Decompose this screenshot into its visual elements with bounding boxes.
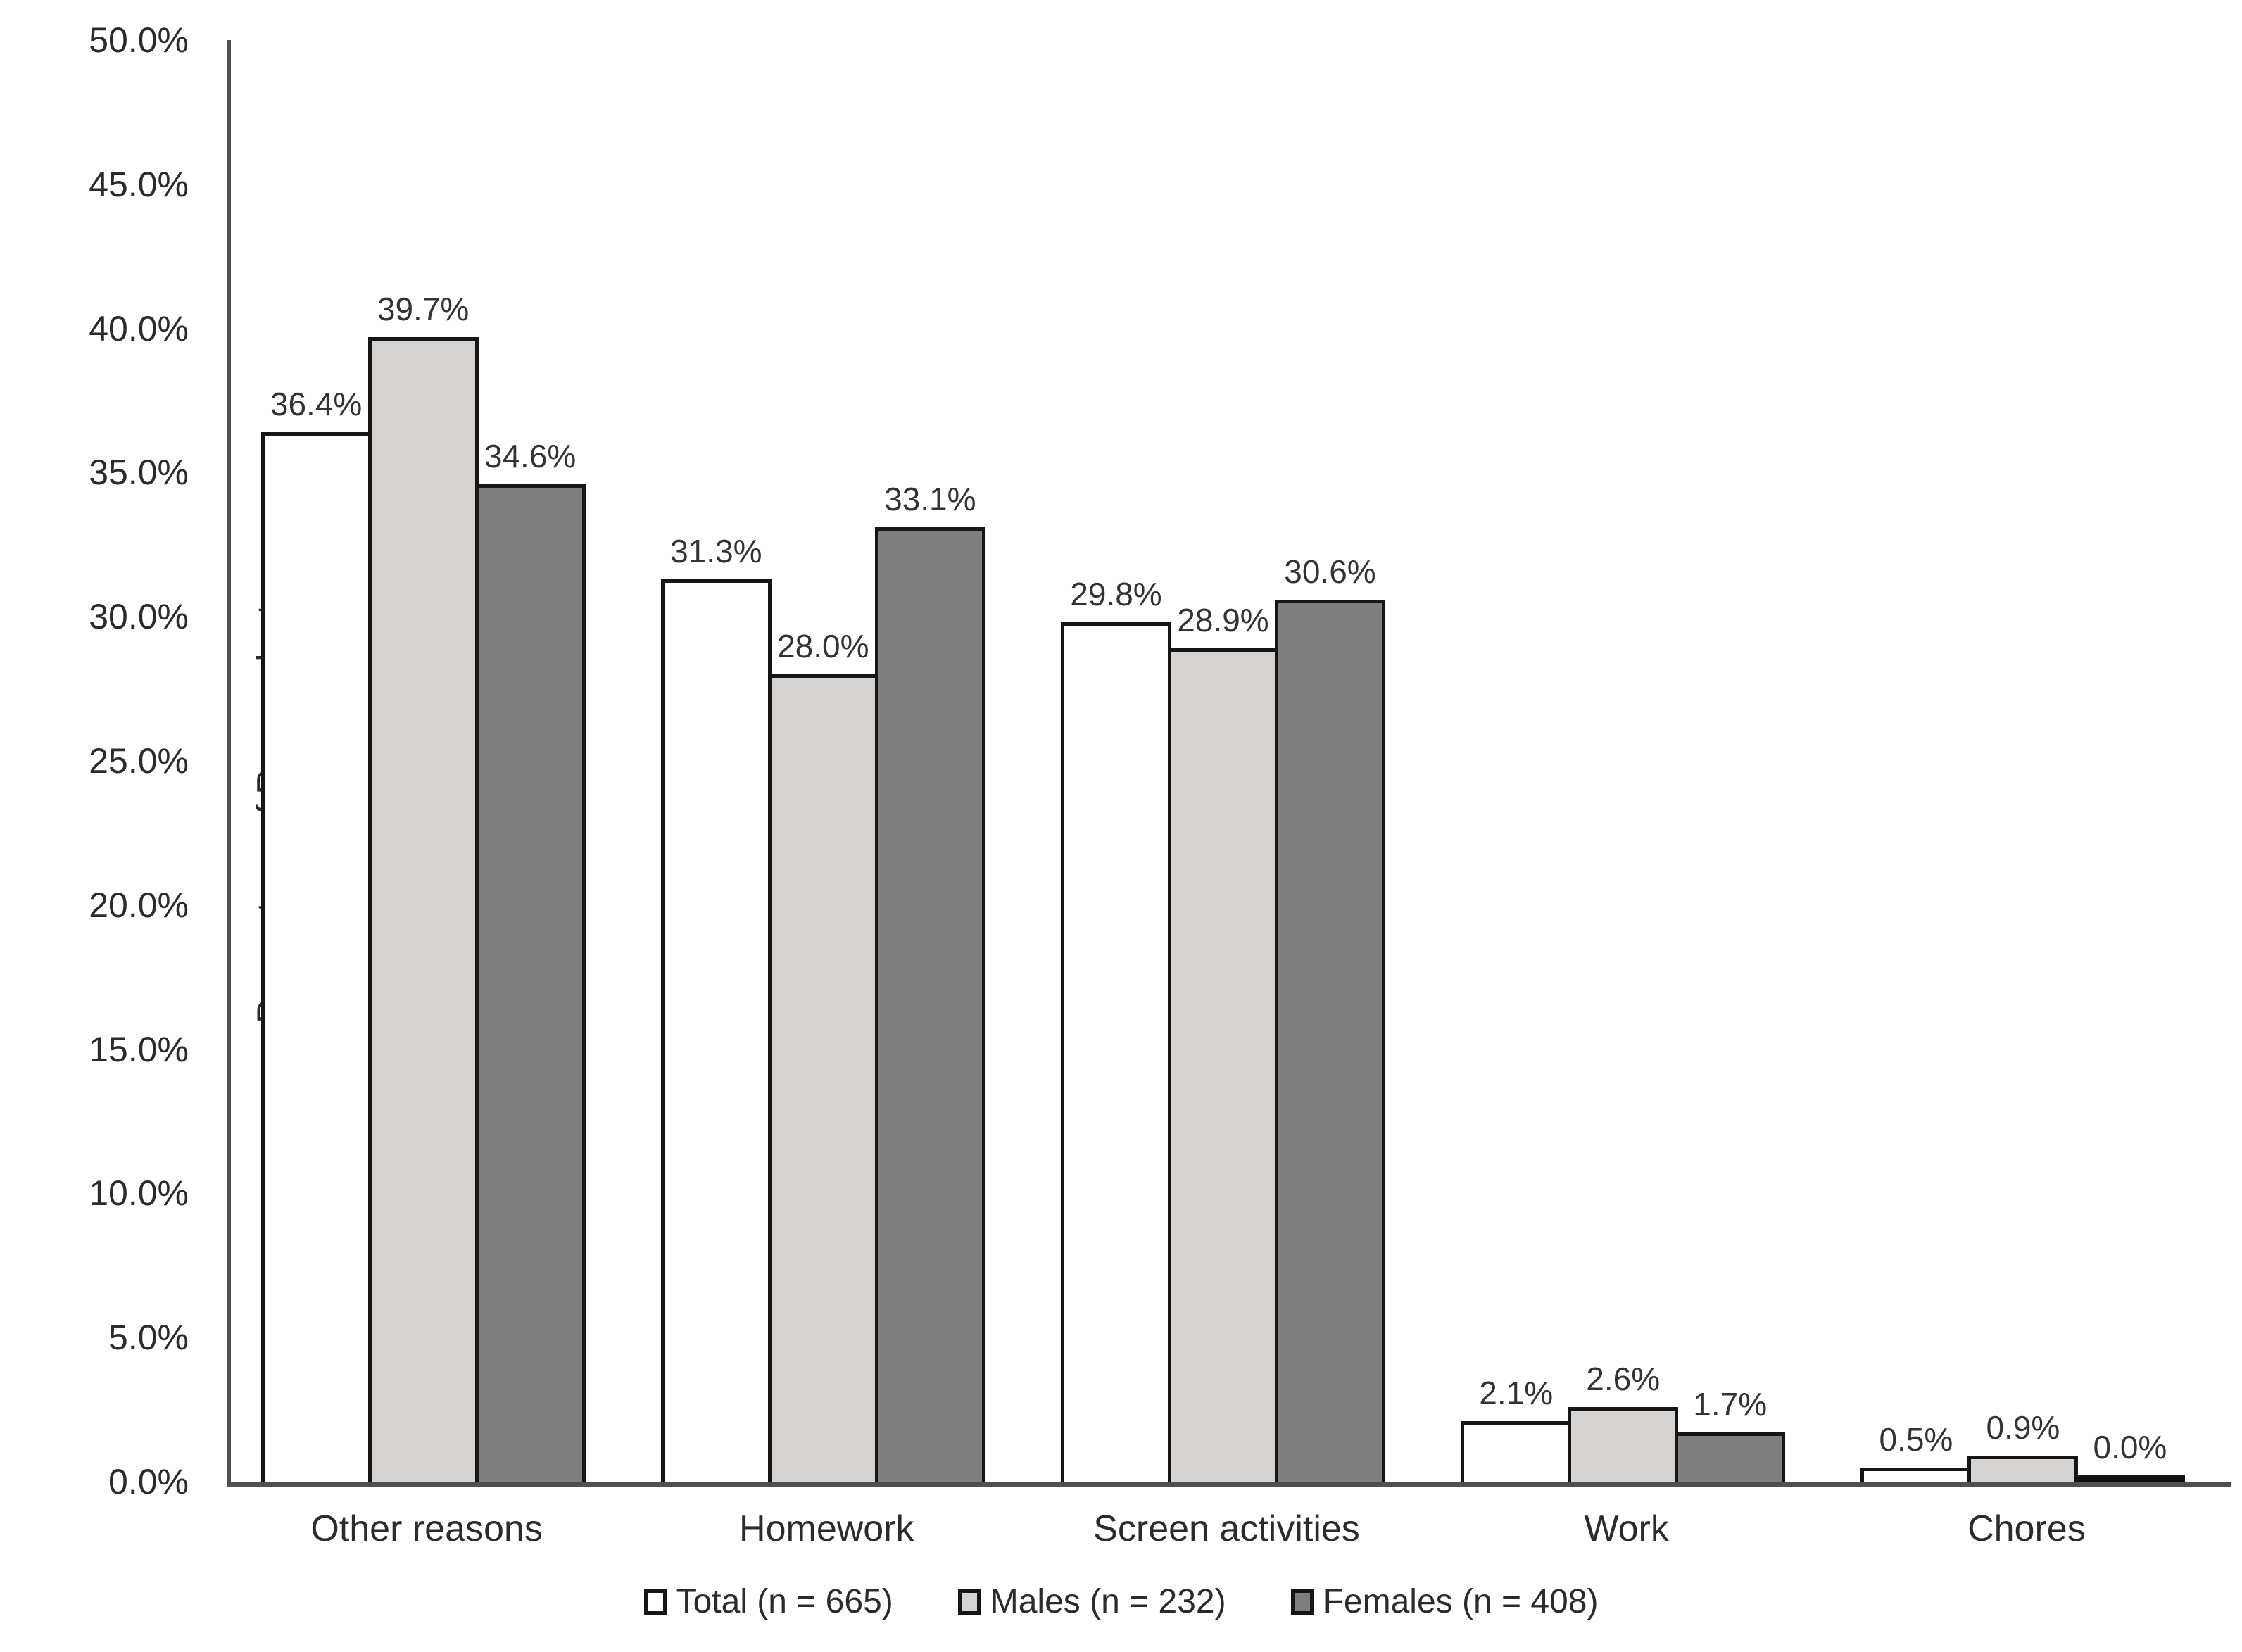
bar-series-2-cat-0 — [474, 484, 586, 1482]
legend-label: Females (n = 408) — [1323, 1583, 1599, 1620]
x-category-label: Work — [1584, 1508, 1669, 1549]
y-tick-label: 40.0% — [89, 308, 189, 348]
legend-label: Total (n = 665) — [676, 1583, 893, 1620]
bar-series-2-cat-1 — [874, 527, 985, 1482]
bar-series-0-cat-4 — [1860, 1468, 1972, 1482]
y-tick-label: 5.0% — [108, 1318, 189, 1358]
bar-series-2-cat-3 — [1675, 1432, 1786, 1482]
bar-series-0-cat-0 — [260, 432, 372, 1482]
x-category-label: Screen activities — [1093, 1508, 1360, 1549]
bar-series-0-cat-2 — [1061, 622, 1171, 1482]
legend: Total (n = 665) Males (n = 232) Females (n… — [0, 1582, 2242, 1622]
bar-series-1-cat-3 — [1568, 1407, 1679, 1482]
y-tick-label: 30.0% — [89, 597, 189, 637]
bar-value-label: 31.3% — [670, 533, 762, 569]
bar-value-label: 1.7% — [1693, 1386, 1768, 1423]
bar-value-label: 2.6% — [1586, 1361, 1661, 1397]
bar-series-0-cat-3 — [1461, 1421, 1572, 1482]
legend-swatch-icon — [957, 1589, 981, 1615]
x-category-label: Homework — [739, 1508, 914, 1549]
bar-value-label: 29.8% — [1070, 576, 1162, 612]
legend-swatch-icon — [643, 1589, 667, 1615]
bar-value-label: 34.6% — [484, 438, 577, 474]
bar-value-label: 0.9% — [1986, 1409, 2060, 1446]
bar-series-2-cat-2 — [1275, 600, 1385, 1482]
y-tick-label: 35.0% — [89, 453, 189, 493]
bar-value-label: 33.1% — [884, 481, 976, 517]
bar-series-1-cat-4 — [1967, 1456, 2079, 1482]
bar-series-2-cat-4 — [2074, 1475, 2186, 1482]
y-tick-label: 0.0% — [108, 1462, 189, 1501]
y-tick-label: 25.0% — [89, 741, 189, 781]
y-tick-label: 15.0% — [89, 1029, 189, 1069]
bar-value-label: 30.6% — [1284, 553, 1376, 590]
bar-value-label: 2.1% — [1479, 1375, 1554, 1411]
x-category-label: Other reasons — [310, 1508, 543, 1549]
y-tick-label: 10.0% — [89, 1173, 189, 1213]
bar-series-1-cat-2 — [1168, 648, 1278, 1482]
bar-series-1-cat-1 — [767, 674, 878, 1482]
bar-series-1-cat-0 — [367, 337, 479, 1482]
bar-value-label: 28.0% — [777, 628, 869, 664]
bar-value-label: 39.7% — [377, 291, 470, 327]
legend-item-0: Total (n = 665) — [643, 1582, 893, 1622]
bar-value-label: 0.0% — [2093, 1429, 2167, 1465]
legend-swatch-icon — [1290, 1589, 1314, 1615]
y-tick-label: 20.0% — [89, 885, 189, 925]
bar-series-0-cat-1 — [660, 579, 772, 1482]
bar-value-label: 28.9% — [1177, 602, 1269, 638]
y-tick-label: 50.0% — [89, 20, 189, 60]
bar-value-label: 0.5% — [1879, 1421, 1953, 1458]
y-tick-label: 45.0% — [89, 164, 189, 204]
bar-value-label: 36.4% — [270, 386, 363, 422]
legend-label: Males (n = 232) — [990, 1583, 1226, 1620]
x-category-label: Chores — [1967, 1508, 2086, 1549]
legend-item-1: Males (n = 232) — [957, 1582, 1226, 1622]
legend-item-2: Females (n = 408) — [1290, 1582, 1599, 1622]
